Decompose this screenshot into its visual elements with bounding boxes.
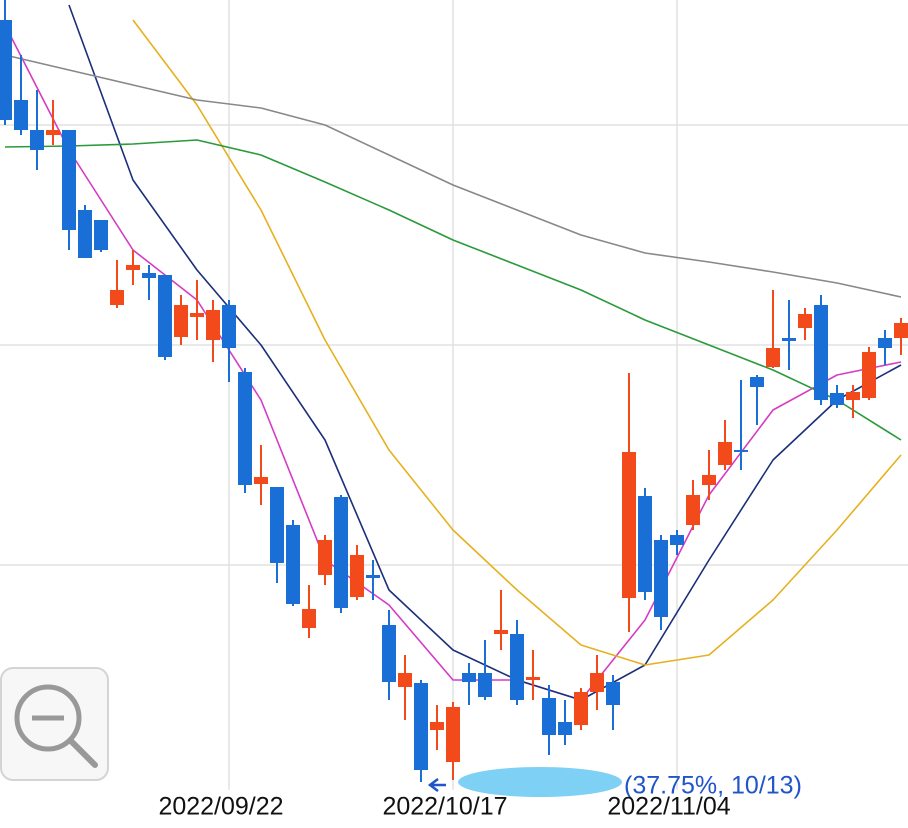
candle-body — [174, 305, 188, 337]
candle-body — [702, 475, 716, 485]
candle-body — [334, 497, 348, 608]
candle-body — [46, 130, 60, 135]
candle-body — [670, 535, 684, 545]
candle-body — [862, 352, 876, 398]
candle-body — [94, 220, 108, 250]
candle-body — [494, 630, 508, 634]
candle-body — [0, 20, 12, 120]
candle-body — [222, 305, 236, 348]
candle-body — [558, 722, 572, 735]
candle-body — [446, 707, 460, 762]
candle-body — [798, 314, 812, 328]
candle-body — [238, 372, 252, 485]
x-tick-label: 2022/11/04 — [607, 793, 730, 821]
candle-body — [526, 677, 540, 680]
candle-body — [478, 673, 492, 697]
candle-body — [30, 130, 44, 150]
candle-body — [894, 323, 908, 338]
candle-body — [782, 338, 796, 341]
candle-body — [382, 625, 396, 682]
candle-body — [318, 540, 332, 575]
magnifier-handle — [68, 738, 98, 768]
zoom-out-button[interactable] — [0, 667, 109, 781]
candle-body — [878, 338, 892, 348]
candle-body — [142, 273, 156, 278]
candle-body — [302, 609, 316, 628]
candle-body — [14, 100, 28, 130]
candles — [0, 0, 908, 782]
candle-body — [638, 496, 652, 592]
x-axis: 2022/09/22 2022/10/17 2022/11/04 — [158, 793, 730, 821]
annotation: (37.75%, 10/13) — [624, 772, 802, 800]
candle-body — [190, 313, 204, 317]
magnifier-icon — [14, 684, 82, 752]
range-annotation: (37.75%, 10/13) — [427, 767, 802, 800]
candle-body — [62, 130, 76, 230]
candle-body — [254, 477, 268, 484]
candle-body — [830, 393, 844, 405]
candle-body — [734, 450, 748, 452]
candle-body — [430, 722, 444, 730]
x-tick-label: 2022/09/22 — [158, 793, 283, 821]
candle-body — [766, 348, 780, 367]
moving-average-line — [4, 54, 902, 298]
candle-body — [366, 575, 380, 578]
candle-body — [686, 495, 700, 525]
moving-average-line — [4, 139, 902, 441]
arrow — [427, 778, 446, 792]
candle-body — [110, 290, 124, 305]
candle-body — [270, 487, 284, 563]
moving-average-line — [4, 24, 902, 701]
candle-body — [814, 305, 828, 400]
candle-body — [158, 275, 172, 357]
candle-body — [414, 683, 428, 770]
candle-body — [462, 673, 476, 682]
candle-body — [350, 555, 364, 597]
moving-average-line — [132, 19, 902, 666]
candle-body — [750, 377, 764, 387]
candle-body — [78, 210, 92, 258]
candle-body — [590, 673, 604, 692]
candle-body — [542, 698, 556, 735]
grid — [0, 0, 908, 790]
candle-body — [286, 525, 300, 604]
candle-body — [718, 442, 732, 465]
candle-body — [126, 265, 140, 270]
candle-body — [654, 540, 668, 617]
candle-body — [606, 682, 620, 705]
candle-body — [206, 310, 220, 340]
candle-body — [398, 673, 412, 687]
candle-body — [510, 634, 524, 700]
candle-body — [846, 392, 860, 400]
candle-body — [574, 692, 588, 725]
x-tick-label: 2022/10/17 — [382, 793, 507, 821]
moving-averages — [4, 4, 902, 701]
candle-body — [622, 452, 636, 598]
blurred-text — [458, 767, 622, 797]
